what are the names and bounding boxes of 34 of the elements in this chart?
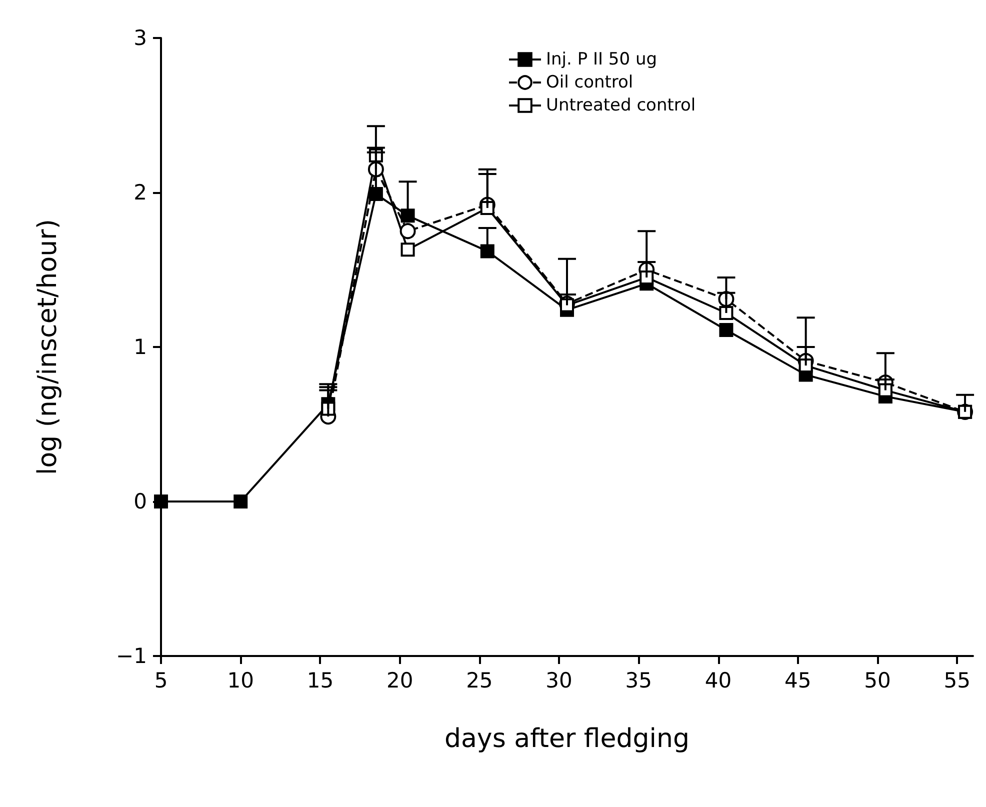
point <box>719 323 734 338</box>
legend-label: Inj. P II 50 ug <box>546 50 658 70</box>
x-tick-label: 25 <box>466 668 493 692</box>
x-tick-label: 10 <box>227 668 254 692</box>
x-tick-label: 5 <box>154 668 168 692</box>
point <box>640 270 654 284</box>
x-tick-label: 35 <box>625 668 652 692</box>
y-axis-title: log (ng/inscet/hour) <box>33 219 63 475</box>
x-tick-label: 30 <box>546 668 572 692</box>
y-tick-label: 0 <box>134 490 147 514</box>
x-tick-label: 40 <box>704 668 732 692</box>
y-tick-label: −1 <box>116 644 147 668</box>
point <box>480 200 494 215</box>
point <box>878 383 892 398</box>
point <box>560 298 574 312</box>
x-tick-label: 55 <box>944 668 970 692</box>
x-axis-title: days after fledging <box>444 724 690 754</box>
x-tick-label: 45 <box>784 668 812 692</box>
x-tick-label: 20 <box>386 668 414 692</box>
y-tick-label: 1 <box>134 335 147 359</box>
x-tick-label: 15 <box>306 668 334 692</box>
point <box>234 494 248 508</box>
y-tick-label: 2 <box>134 180 147 204</box>
legend-label: Oil control <box>546 72 634 92</box>
point <box>719 306 734 320</box>
point <box>400 242 415 257</box>
legend-label: Untreated control <box>546 96 696 116</box>
x-tick-label: 50 <box>864 668 891 692</box>
point <box>480 244 494 258</box>
point <box>798 358 813 373</box>
point <box>400 223 416 240</box>
point <box>400 208 415 223</box>
point <box>368 187 383 202</box>
y-tick-label: 3 <box>134 26 147 50</box>
